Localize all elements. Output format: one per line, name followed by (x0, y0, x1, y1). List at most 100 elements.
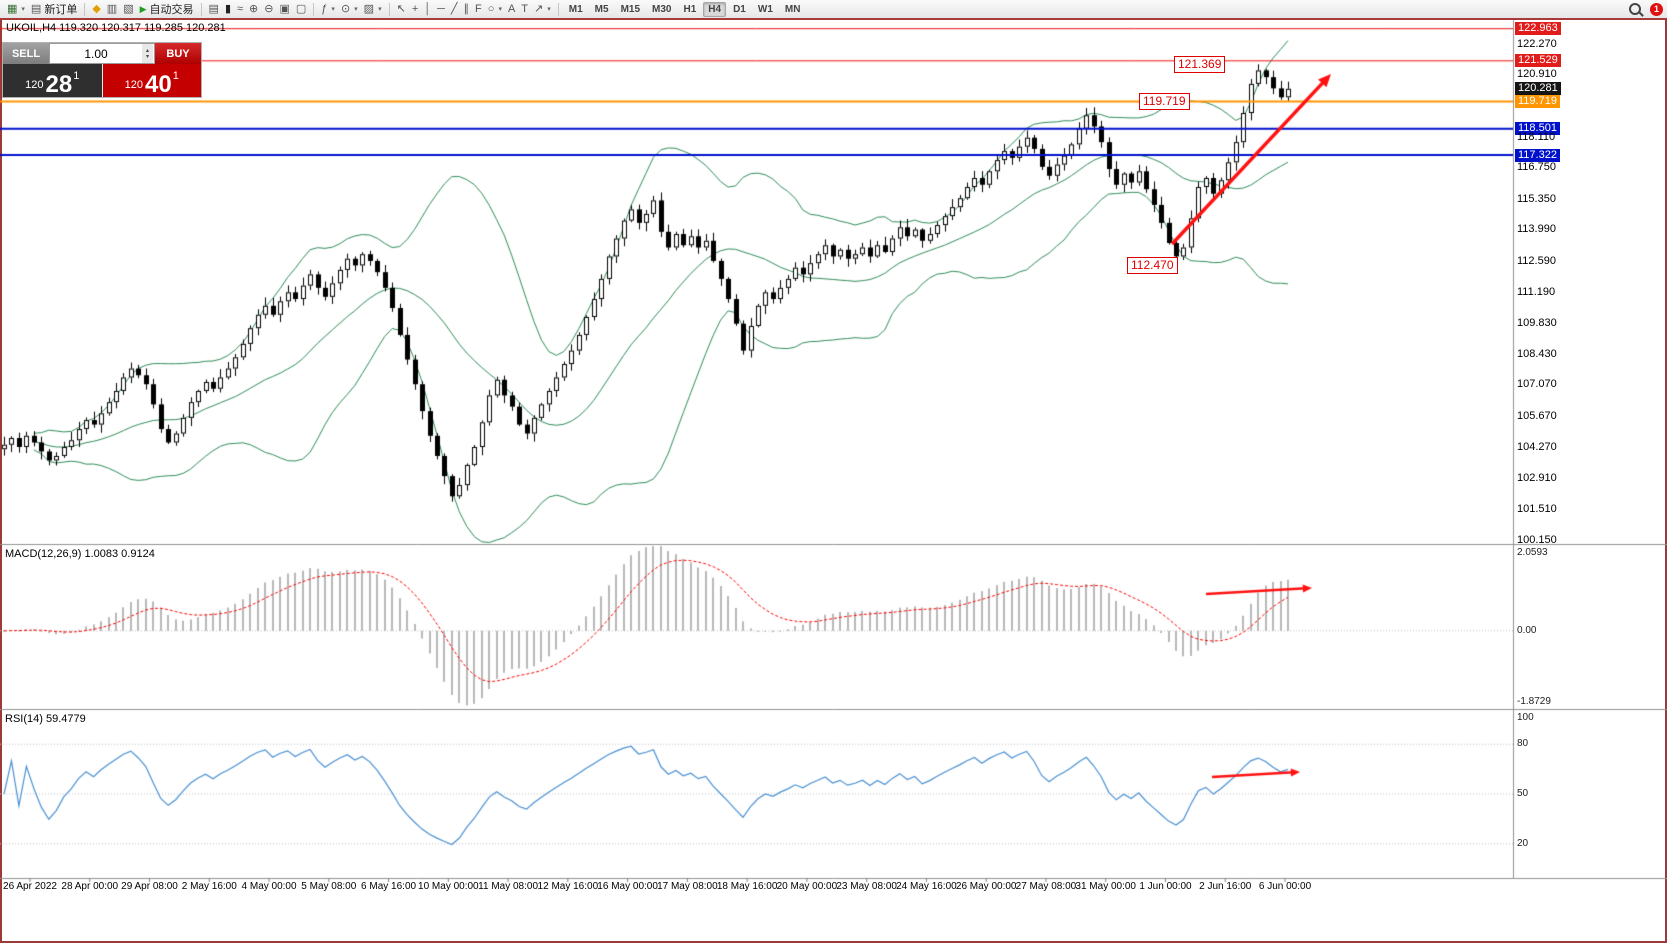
sell-price-sup: 1 (73, 70, 80, 82)
time-axis-label: 12 May 16:00 (537, 881, 599, 892)
chart-frame-border (0, 18, 1667, 20)
buy-price-display[interactable]: 120 40 1 (102, 64, 201, 98)
price-axis-label: 120.910 (1517, 68, 1557, 81)
timeframe-h1-button[interactable]: H1 (683, 3, 697, 15)
price-axis-label-orange[interactable]: 119.719 (1515, 94, 1560, 108)
price-annotation[interactable]: 112.470 (1127, 257, 1178, 274)
play-icon: ▶ (139, 3, 147, 14)
tile-windows-button[interactable]: ▣ (276, 1, 292, 17)
rsi-axis-label: 100 (1517, 712, 1534, 723)
time-axis-label: 24 May 16:00 (896, 881, 957, 892)
rsi-indicator-label: RSI(14) 59.4779 (5, 713, 86, 725)
auto-arrange-button[interactable]: ▢ (293, 1, 309, 17)
cursor-button[interactable]: ↖ (394, 1, 409, 17)
time-axis-label: 2 May 16:00 (181, 881, 237, 892)
shapes-button[interactable]: ○ ▾ (485, 1, 505, 17)
macd-indicator-label: MACD(12,26,9) 1.0083 0.9124 (5, 548, 155, 560)
text-label-button[interactable]: T (518, 1, 531, 17)
crosshair-icon: + (411, 2, 419, 15)
horizontal-line-button[interactable]: ─ (434, 1, 448, 17)
label-icon: T (521, 2, 529, 15)
price-axis-label-red[interactable]: 121.529 (1515, 54, 1561, 68)
bar-chart-button[interactable]: ▤ (206, 1, 222, 17)
timeframe-m5-button[interactable]: M5 (594, 3, 609, 15)
price-axis-label: 118.110 (1517, 130, 1556, 143)
indicators-button[interactable]: ƒ ▾ (318, 1, 338, 17)
vline-icon: │ (424, 2, 432, 15)
timeframe-d1-button[interactable]: D1 (733, 3, 746, 15)
buy-button[interactable]: BUY (155, 43, 201, 64)
price-axis-label: 102.910 (1517, 471, 1557, 484)
price-axis-label-blue[interactable]: 118.501 (1515, 122, 1560, 136)
arrow-tools-button[interactable]: ↗ ▾ (531, 1, 554, 17)
text-button[interactable]: A (505, 1, 518, 17)
fibonacci-icon: F (475, 2, 482, 15)
price-axis-label-red[interactable]: 122.963 (1515, 22, 1561, 36)
caret-down-icon: ▾ (378, 6, 382, 13)
buy-price-prefix: 120 (124, 79, 144, 91)
time-axis-label: 10 May 00:00 (418, 881, 479, 892)
new-chart-button[interactable]: ▦ ▾ (4, 1, 28, 17)
lot-increase-icon[interactable]: ▴ (145, 47, 149, 54)
periods-button[interactable]: ⊙ ▾ (338, 1, 361, 17)
lot-spinner[interactable]: ▴ ▾ (142, 44, 153, 63)
lot-decrease-icon[interactable]: ▾ (145, 53, 149, 60)
timeframe-mn-button[interactable]: MN (784, 3, 801, 15)
time-axis-label: 29 Apr 08:00 (121, 881, 178, 892)
price-axis-label-bid[interactable]: 120.281 (1515, 82, 1561, 96)
one-click-trading-widget: SELL 1.00 ▴ ▾ BUY 120 28 1 120 40 1 (2, 42, 202, 98)
equidistant-channel-button[interactable]: ∥ (461, 1, 473, 17)
sell-price-display[interactable]: 120 28 1 (3, 64, 102, 97)
templates-button[interactable]: ▨ ▾ (361, 1, 385, 17)
timeframe-m15-button[interactable]: M15 (620, 3, 641, 15)
candlestick-chart-button[interactable]: ▮ (222, 1, 234, 17)
bar-chart-icon: ▤ (208, 2, 219, 15)
fibonacci-button[interactable]: F (472, 1, 485, 17)
mql5-community-button[interactable]: ◆ (89, 1, 103, 17)
timeframe-h4-button[interactable]: H4 (703, 1, 727, 17)
vertical-line-button[interactable]: │ (421, 1, 434, 17)
search-button[interactable] (1626, 1, 1644, 17)
timeframe-w1-button[interactable]: W1 (757, 3, 773, 15)
time-axis-label: 23 May 08:00 (836, 881, 897, 892)
indicators-icon: ƒ (321, 2, 328, 15)
data-window-icon: ▧ (123, 2, 134, 15)
data-window-button[interactable]: ▧ (120, 1, 136, 17)
lot-size-field[interactable]: 1.00 ▴ ▾ (49, 43, 155, 64)
line-chart-button[interactable]: ≈ (234, 1, 246, 17)
zoom-in-icon: ⊕ (249, 2, 259, 15)
price-annotation[interactable]: 119.719 (1139, 93, 1190, 110)
hline-icon: ─ (437, 2, 445, 15)
auto-trading-button[interactable]: ▶ 自动交易 (137, 1, 197, 17)
price-annotation[interactable]: 121.369 (1174, 56, 1226, 73)
timeframe-m30-button[interactable]: M30 (652, 3, 672, 15)
notification-badge[interactable]: 1 (1650, 2, 1663, 16)
timeframe-m1-button[interactable]: M1 (568, 3, 583, 15)
text-icon: A (507, 2, 516, 15)
trendline-button[interactable]: ╱ (448, 1, 461, 17)
price-axis-label: 112.590 (1517, 254, 1556, 267)
time-axis-label: 20 May 00:00 (776, 881, 838, 892)
zoom-out-button[interactable]: ⊖ (261, 1, 276, 17)
sell-button[interactable]: SELL (3, 43, 49, 64)
price-axis-label-blue[interactable]: 117.322 (1515, 148, 1560, 162)
new-order-button[interactable]: ▤ 新订单 (28, 1, 80, 17)
time-axis-label: 26 May 00:00 (955, 881, 1017, 892)
caret-down-icon: ▾ (331, 6, 335, 13)
price-axis-label: 104.270 (1517, 441, 1557, 454)
crosshair-button[interactable]: + (409, 1, 421, 17)
candles-icon: ▮ (224, 2, 231, 15)
macd-axis-label: 0.00 (1517, 624, 1537, 636)
arrange-icon: ▢ (295, 2, 307, 15)
templates-icon: ▨ (363, 2, 375, 15)
time-axis-label: 4 May 00:00 (241, 881, 297, 892)
zoom-in-button[interactable]: ⊕ (246, 1, 261, 17)
time-axis-label: 1 Jun 00:00 (1139, 881, 1192, 892)
auto-trading-label: 自动交易 (149, 4, 194, 16)
buy-price-big: 40 (145, 70, 172, 98)
layouts-button[interactable]: ▥ (104, 1, 120, 17)
price-axis-label: 111.190 (1517, 286, 1556, 299)
sell-price-big: 28 (45, 70, 73, 98)
